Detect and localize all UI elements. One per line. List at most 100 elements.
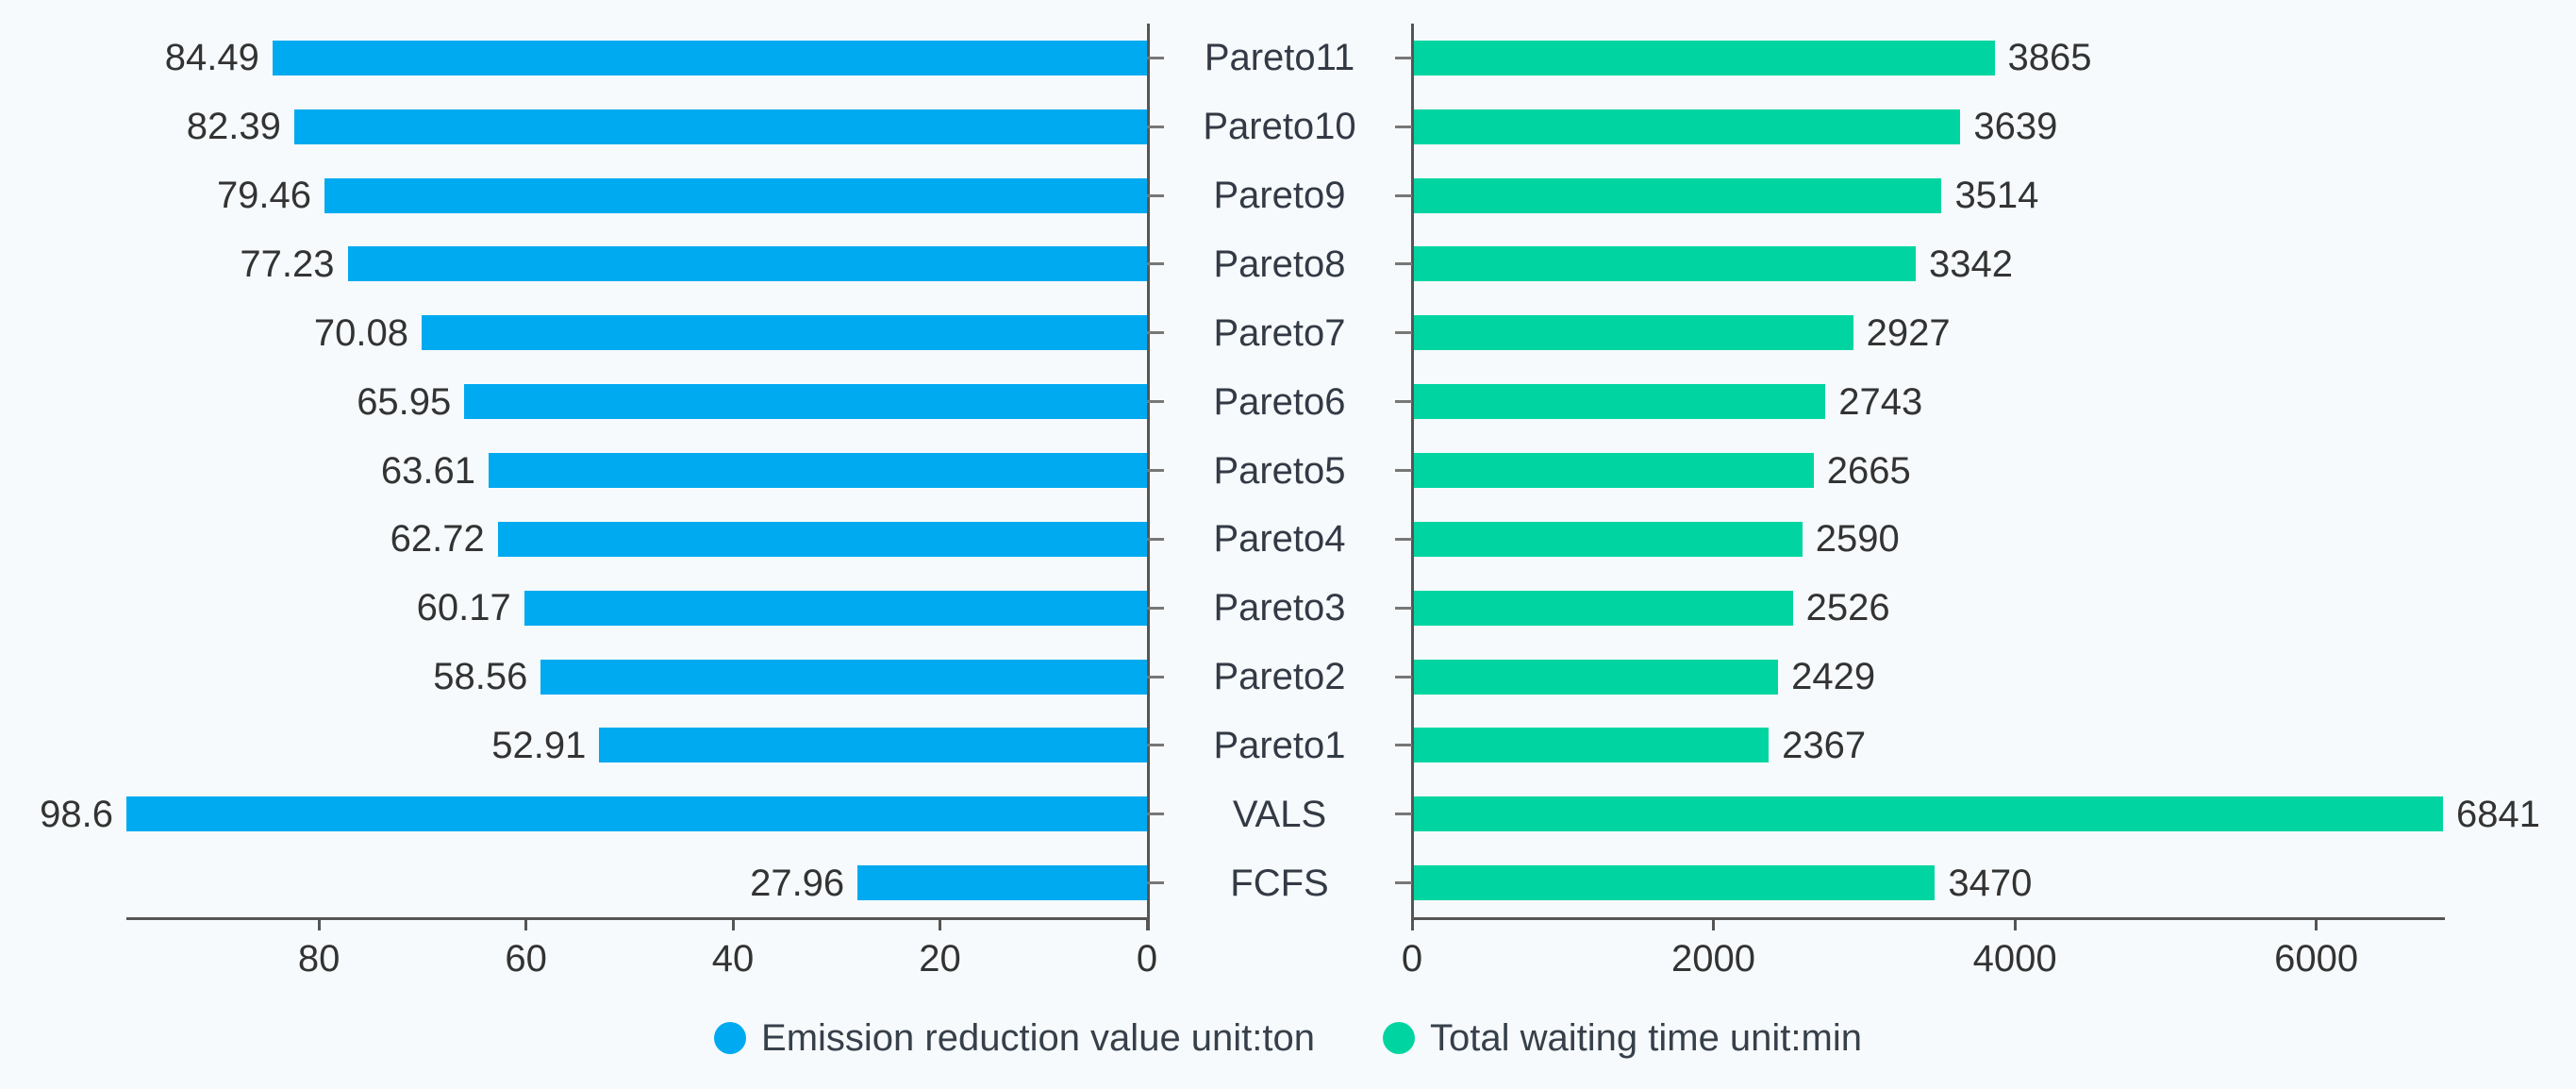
bar-pareto11-waiting-time [1412, 40, 1995, 75]
x-axis-tick [317, 917, 321, 930]
x-axis-tick-label: 0 [1401, 938, 1423, 980]
value-label: 3514 [1954, 175, 2039, 217]
category-tick [1147, 537, 1164, 541]
bar-pareto8-emission [347, 246, 1147, 282]
bar-pareto5-waiting-time [1412, 453, 1814, 488]
value-label: 70.08 [313, 311, 408, 354]
x-axis-tick-label: 0 [1136, 938, 1158, 980]
category-tick [1395, 193, 1412, 197]
value-label: 2367 [1782, 724, 1867, 766]
value-label: 2927 [1866, 311, 1951, 354]
bar-pareto11-emission [272, 40, 1147, 75]
value-label: 77.23 [240, 243, 335, 285]
category-tick [1147, 125, 1164, 128]
value-label: 6841 [2456, 793, 2540, 835]
legend-item-waiting-time[interactable]: Total waiting time unit:min [1383, 1017, 1862, 1060]
category-tick [1395, 881, 1412, 885]
bar-pareto4-waiting-time [1412, 521, 1803, 557]
value-label: 79.46 [216, 175, 312, 217]
right-series-plot-area: 3865 3639 3514 3342 2927 2743 2665 2590 2526 2429… [1412, 24, 2540, 917]
x-axis-tick-label: 60 [505, 938, 547, 980]
category-tick [1147, 744, 1164, 747]
bar-pareto8-waiting-time [1412, 246, 1916, 282]
value-label: 58.56 [433, 656, 528, 698]
category-tick [1147, 193, 1164, 197]
legend-item-emission[interactable]: Emission reduction value unit:ton [714, 1017, 1315, 1060]
category-tick [1395, 331, 1412, 335]
value-label: 98.6 [40, 793, 113, 835]
left-y-axis-line [1147, 24, 1150, 930]
value-label: 84.49 [164, 37, 259, 79]
category-tick [1395, 400, 1412, 404]
legend-dot-waiting-time-icon [1383, 1022, 1416, 1054]
bar-fcfs-emission [857, 865, 1147, 901]
bar-pareto5-emission [488, 453, 1147, 488]
category-label-pareto8: Pareto8 [1213, 243, 1346, 285]
left-series-plot-area: 84.49 82.39 79.46 77.23 70.08 65.95 63.61 62.72… [40, 24, 1147, 917]
category-tick [1395, 56, 1412, 59]
x-axis-tick-label: 6000 [2274, 938, 2359, 980]
x-axis-tick [1712, 917, 1716, 930]
category-label-pareto7: Pareto7 [1213, 311, 1346, 354]
category-tick [1395, 675, 1412, 679]
right-x-axis-line [1412, 917, 2445, 920]
value-label: 3470 [1948, 862, 2033, 904]
x-axis-tick [731, 917, 735, 930]
bar-pareto7-waiting-time [1412, 315, 1853, 351]
legend-label: Emission reduction value unit:ton [761, 1016, 1316, 1059]
bar-vals-waiting-time [1412, 796, 2443, 832]
category-tick [1147, 331, 1164, 335]
legend-dot-emission-icon [714, 1022, 747, 1054]
category-tick [1395, 537, 1412, 541]
x-axis-tick [2315, 917, 2318, 930]
x-axis-tick-label: 40 [711, 938, 755, 980]
chart-legend: Emission reduction value unit:ton Total … [0, 1012, 2576, 1064]
bar-pareto2-waiting-time [1412, 659, 1779, 695]
value-label: 82.39 [186, 106, 281, 148]
category-tick [1395, 813, 1412, 816]
x-axis-tick [2013, 917, 2017, 930]
value-label: 60.17 [416, 587, 511, 629]
bar-pareto2-emission [540, 659, 1147, 695]
category-label-pareto3: Pareto3 [1213, 587, 1346, 629]
bar-pareto9-emission [324, 177, 1147, 213]
category-tick [1147, 606, 1164, 610]
value-label: 3865 [2007, 37, 2092, 79]
bar-pareto3-waiting-time [1412, 590, 1793, 626]
category-tick [1395, 262, 1412, 266]
x-axis-tick [524, 917, 528, 930]
bar-pareto1-waiting-time [1412, 728, 1770, 763]
category-tick [1395, 125, 1412, 128]
x-axis-tick-label: 2000 [1671, 938, 1756, 980]
value-label: 63.61 [380, 449, 475, 492]
category-label-pareto5: Pareto5 [1213, 449, 1346, 492]
bar-pareto6-waiting-time [1412, 384, 1826, 420]
value-label: 52.91 [491, 724, 587, 766]
category-label-pareto6: Pareto6 [1213, 380, 1346, 423]
category-tick [1147, 881, 1164, 885]
bar-pareto3-emission [524, 590, 1147, 626]
legend-label: Total waiting time unit:min [1430, 1016, 1862, 1059]
category-label-pareto9: Pareto9 [1213, 175, 1346, 217]
value-label: 62.72 [390, 518, 485, 561]
category-tick [1395, 606, 1412, 610]
value-label: 3639 [1973, 106, 2058, 148]
x-axis-tick [1145, 917, 1149, 930]
bar-pareto9-waiting-time [1412, 177, 1942, 213]
x-axis-tick-label: 4000 [1972, 938, 2057, 980]
value-label: 3342 [1928, 243, 2013, 285]
category-label-pareto2: Pareto2 [1213, 656, 1346, 698]
bar-fcfs-waiting-time [1412, 865, 1936, 901]
category-label-pareto1: Pareto1 [1213, 724, 1346, 766]
x-axis-tick [939, 917, 942, 930]
category-tick [1147, 469, 1164, 472]
bar-vals-emission [126, 796, 1147, 832]
x-axis-tick [1410, 917, 1414, 930]
bar-pareto7-emission [421, 315, 1147, 351]
category-tick [1147, 675, 1164, 679]
right-y-axis-line [1411, 24, 1414, 930]
bar-pareto1-emission [599, 728, 1147, 763]
value-label: 2743 [1838, 380, 1923, 423]
bar-pareto4-emission [497, 521, 1147, 557]
